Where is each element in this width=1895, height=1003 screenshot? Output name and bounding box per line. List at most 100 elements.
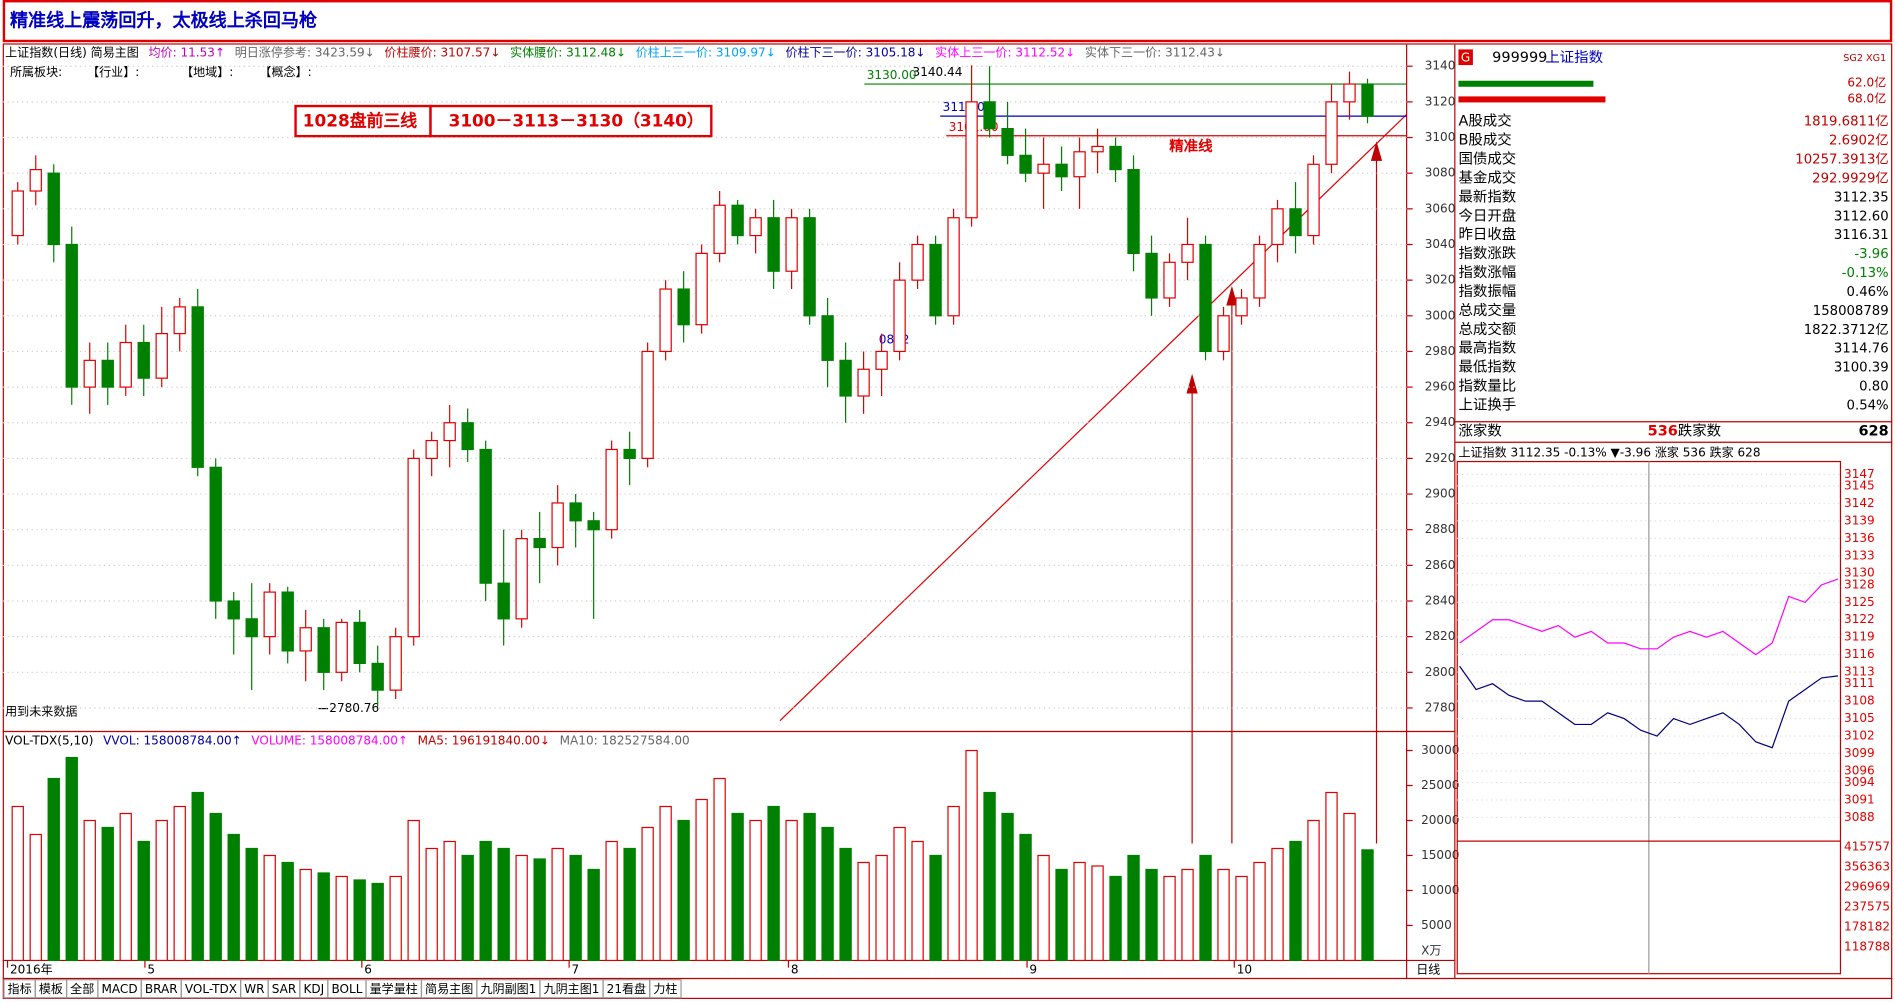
tab[interactable]: 简易主图 xyxy=(425,982,473,996)
tab[interactable]: 九阴主图1 xyxy=(544,982,600,996)
volume-bar xyxy=(587,868,600,962)
candle-body xyxy=(407,457,420,638)
strength-bar xyxy=(1458,96,1606,103)
volume-bar xyxy=(191,791,204,962)
volume-bar xyxy=(497,847,510,962)
candle-body xyxy=(155,333,168,379)
candle-body xyxy=(767,217,780,272)
tab[interactable]: 九阴副图1 xyxy=(480,982,536,996)
breadth: 536 xyxy=(1648,423,1678,439)
tab[interactable]: BRAR xyxy=(145,982,178,996)
sector-label: 【行业】: xyxy=(87,65,139,79)
intraday-vtick: 178182 xyxy=(1844,920,1890,934)
intraday-vtick: 296969 xyxy=(1844,880,1890,894)
candle-body xyxy=(497,582,510,620)
row-label: 最低指数 xyxy=(1458,359,1516,376)
candle-body xyxy=(245,618,258,638)
candle-body xyxy=(803,217,816,317)
y-tick-label: 2860 xyxy=(1425,558,1456,572)
candle-body xyxy=(209,466,222,602)
flags: SG2 XG1 xyxy=(1843,53,1886,64)
candle-body xyxy=(677,288,690,326)
intraday-tick: 3099 xyxy=(1844,746,1875,760)
candle-body xyxy=(371,662,384,691)
row-label: 指数涨幅 xyxy=(1458,264,1516,281)
intraday-vtick: 356363 xyxy=(1844,860,1890,874)
y-tick-label: 2840 xyxy=(1425,594,1456,608)
row-label: 总成交额 xyxy=(1458,320,1516,338)
row-value: 3114.76 xyxy=(1834,342,1889,357)
intraday-tick: 3122 xyxy=(1844,612,1875,626)
volume-bar xyxy=(1181,868,1194,962)
intraday-tick: 3088 xyxy=(1844,810,1875,824)
candle-body xyxy=(1181,243,1194,263)
volume-bar xyxy=(425,847,438,962)
future-note: 用到未来数据 xyxy=(5,704,77,719)
candle-body xyxy=(947,217,960,317)
row-label: 昨日收盘 xyxy=(1458,225,1516,243)
candle-body xyxy=(623,448,636,459)
tab[interactable]: VOL-TDX xyxy=(185,982,237,996)
tab[interactable]: KDJ xyxy=(303,982,324,996)
candle-body xyxy=(839,359,852,397)
volume-bar xyxy=(713,777,726,962)
tab[interactable]: 力柱 xyxy=(653,981,677,996)
tab[interactable]: 量学量柱 xyxy=(370,981,418,996)
volume-bar xyxy=(461,854,474,962)
intraday-tick: 3116 xyxy=(1844,647,1875,661)
volume-bar xyxy=(911,840,924,962)
tab[interactable]: SAR xyxy=(272,982,297,996)
candle-body xyxy=(749,217,762,237)
sector-label: 【概念】: xyxy=(259,64,311,79)
volume-bar xyxy=(263,854,276,962)
v-tick-label: 25000 xyxy=(1421,778,1459,792)
candle-body xyxy=(983,101,996,130)
y-tick-label: 2900 xyxy=(1425,487,1456,501)
intraday-tick: 3105 xyxy=(1844,711,1875,725)
volume-bar xyxy=(245,847,258,962)
volume-bar xyxy=(83,819,96,962)
candle-body xyxy=(335,621,348,673)
row-label: 今日开盘 xyxy=(1458,206,1516,224)
tab[interactable]: 指标 xyxy=(8,981,32,996)
intraday-tick: 3130 xyxy=(1844,566,1875,580)
date-label: 6 xyxy=(364,963,372,977)
candle-body xyxy=(1199,243,1212,353)
candle-body xyxy=(299,627,312,652)
v-tick-label: 15000 xyxy=(1421,848,1459,862)
date-label: 8 xyxy=(791,963,799,977)
volume-bar xyxy=(11,805,24,962)
tab[interactable]: BOLL xyxy=(331,982,362,996)
tab[interactable]: MACD xyxy=(102,982,138,996)
volume-bar xyxy=(659,805,672,962)
frame xyxy=(2,43,1893,999)
v-tick-label: 5000 xyxy=(1421,918,1452,932)
candle-body xyxy=(83,359,96,388)
v-tick-label: 20000 xyxy=(1421,813,1459,827)
tab[interactable]: WR xyxy=(244,982,265,996)
candle-body xyxy=(785,217,798,272)
tab[interactable]: 模板 xyxy=(39,982,63,996)
candle-body xyxy=(11,190,24,237)
intraday-tick: 3133 xyxy=(1844,548,1875,562)
intraday-vtick: 237575 xyxy=(1844,900,1890,914)
volume-bar xyxy=(875,854,888,962)
candle-body xyxy=(227,600,240,620)
intraday-tick: 3145 xyxy=(1844,479,1875,493)
intraday-tick: 3102 xyxy=(1844,729,1875,743)
row-value: 0.80 xyxy=(1859,380,1889,395)
sector-label: 所属板块: xyxy=(10,65,62,79)
candle-body xyxy=(281,591,294,652)
volume-bar xyxy=(551,847,564,962)
candle-body xyxy=(551,502,564,549)
volume-bar xyxy=(227,833,240,962)
row-label: 最高指数 xyxy=(1458,340,1516,357)
volume-bar xyxy=(389,875,402,962)
tab[interactable]: 21看盘 xyxy=(607,981,646,996)
tab[interactable]: 全部 xyxy=(70,981,94,996)
date-label: 5 xyxy=(147,963,155,977)
candle-body xyxy=(875,350,888,370)
candle-body xyxy=(533,538,546,549)
candle-body xyxy=(1127,169,1140,254)
row-label: 指数振幅 xyxy=(1458,283,1516,300)
